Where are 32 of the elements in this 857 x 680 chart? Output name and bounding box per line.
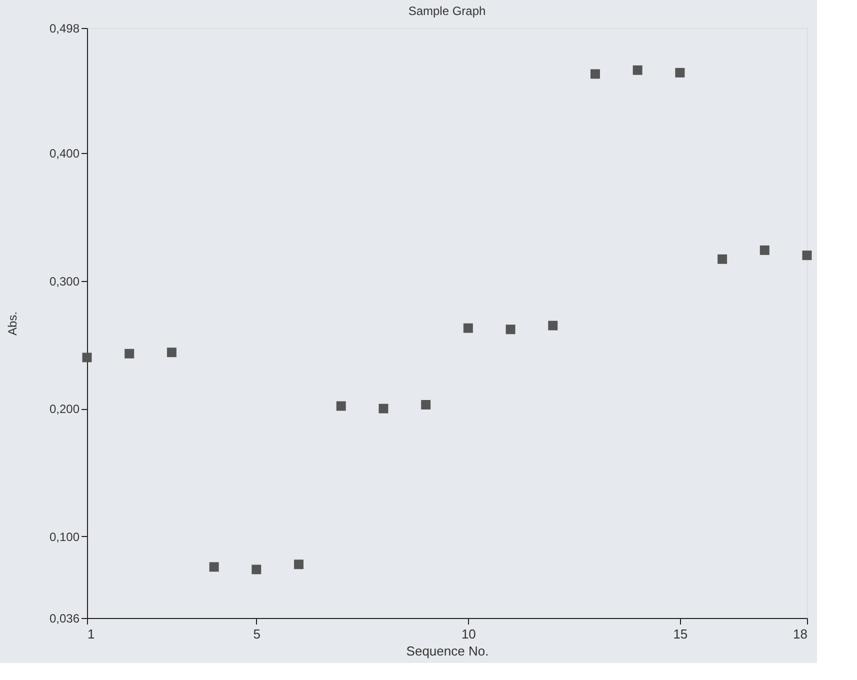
x-axis-title: Sequence No.: [406, 644, 489, 658]
x-tick-label: 10: [461, 626, 476, 642]
point: [463, 323, 473, 333]
point: [718, 254, 728, 264]
point: [675, 68, 685, 78]
point: [166, 348, 176, 358]
point: [632, 65, 642, 75]
point: [590, 69, 600, 79]
y-tick-label: 0,100: [49, 530, 80, 544]
point: [548, 320, 558, 330]
y-tick-label: 0,400: [49, 146, 80, 161]
point: [252, 564, 262, 574]
point: [802, 250, 812, 260]
y-axis-title: Abs.: [5, 311, 20, 336]
y-tick-label: 0,200: [49, 402, 80, 416]
x-tick-label: 5: [253, 626, 261, 642]
y-tick-label: 0,300: [49, 274, 80, 288]
point: [209, 562, 219, 572]
point: [506, 324, 516, 334]
point: [124, 348, 134, 358]
point: [421, 400, 431, 410]
y-tick-label: 0,036: [49, 612, 80, 626]
x-tick-label: 1: [88, 626, 95, 642]
point: [760, 245, 770, 255]
point: [294, 560, 304, 570]
chart-title: Sample Graph: [408, 4, 486, 18]
point: [378, 404, 388, 414]
point: [336, 401, 346, 411]
point: [82, 352, 92, 362]
y-tick-label: 0,498: [49, 22, 80, 36]
x-tick-label: 18: [793, 626, 808, 642]
x-tick-label: 15: [673, 626, 688, 642]
